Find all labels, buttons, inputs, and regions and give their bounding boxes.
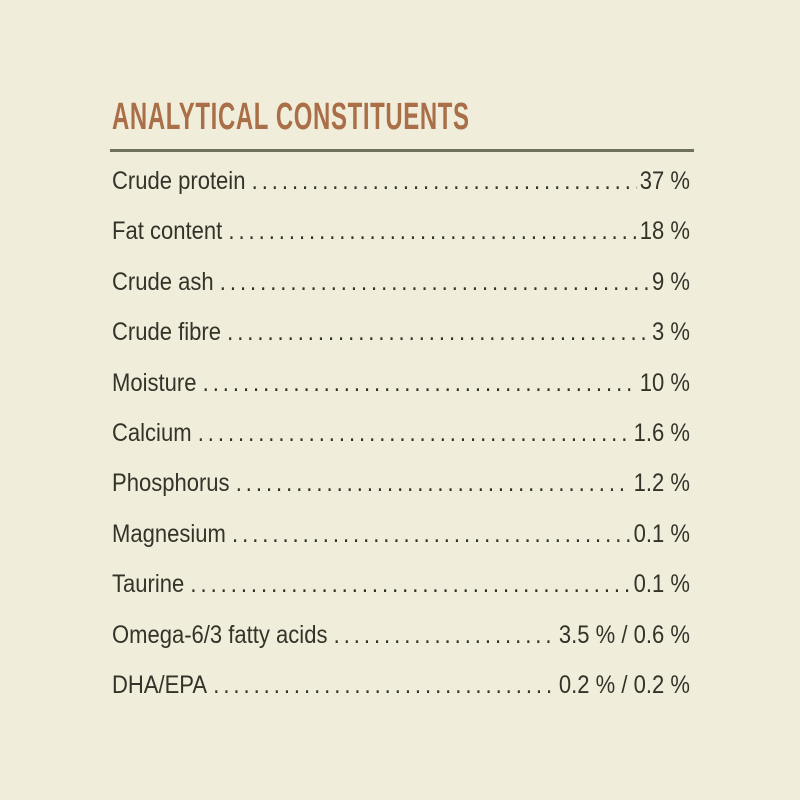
constituent-label: Crude protein — [112, 167, 246, 195]
constituent-value: 9 % — [651, 267, 690, 296]
constituent-value: 18 % — [639, 217, 690, 246]
table-row: Crude fibre 3 % — [112, 307, 690, 357]
constituent-label: Magnesium — [112, 519, 226, 548]
constituent-label: Calcium — [112, 418, 192, 447]
table-row: Omega-6/3 fatty acids 3.5 % / 0.6 % — [112, 610, 690, 660]
constituent-label: Omega-6/3 fatty acids — [112, 620, 328, 649]
title-rule-divider — [110, 149, 694, 152]
dot-leader — [252, 156, 637, 206]
constituent-value: 0.1 % — [633, 570, 690, 599]
constituent-value: 1.2 % — [633, 469, 690, 498]
table-row: Magnesium 0.1 % — [112, 509, 690, 559]
constituent-value: 0.2 % / 0.2 % — [558, 670, 690, 699]
table-row: Phosphorus 1.2 % — [112, 458, 690, 508]
constituent-value: 1.6 % — [633, 418, 690, 447]
constituent-value: 10 % — [639, 368, 690, 397]
constituent-label: Crude ash — [112, 267, 214, 296]
constituent-label: DHA/EPA — [112, 670, 208, 699]
constituent-label: Fat content — [112, 217, 223, 246]
dot-leader — [220, 257, 650, 307]
constituents-table: Crude protein 37 % Fat content 18 % Crud… — [112, 156, 690, 710]
dot-leader — [190, 559, 631, 609]
constituent-label: Phosphorus — [112, 469, 230, 498]
dot-leader — [213, 660, 556, 710]
table-row: Taurine 0.1 % — [112, 559, 690, 609]
constituent-value: 3 % — [651, 318, 690, 347]
panel-title: ANALYTICAL CONSTITUENTS — [112, 96, 470, 138]
dot-leader — [232, 509, 631, 559]
table-row: Crude ash 9 % — [112, 257, 690, 307]
dot-leader — [236, 458, 631, 508]
dot-leader — [228, 206, 637, 256]
table-row: Crude protein 37 % — [112, 156, 690, 206]
constituent-label: Crude fibre — [112, 318, 221, 347]
dot-leader — [334, 610, 557, 660]
constituent-label: Moisture — [112, 368, 197, 397]
table-row: Calcium 1.6 % — [112, 408, 690, 458]
table-row: Moisture 10 % — [112, 358, 690, 408]
table-row: DHA/EPA 0.2 % / 0.2 % — [112, 660, 690, 710]
dot-leader — [198, 408, 631, 458]
constituent-label: Taurine — [112, 570, 185, 599]
table-row: Fat content 18 % — [112, 206, 690, 256]
constituent-value: 3.5 % / 0.6 % — [558, 620, 690, 649]
constituent-value: 37 % — [639, 167, 690, 195]
dot-leader — [203, 358, 637, 408]
dot-leader — [227, 307, 649, 357]
constituent-value: 0.1 % — [633, 519, 690, 548]
